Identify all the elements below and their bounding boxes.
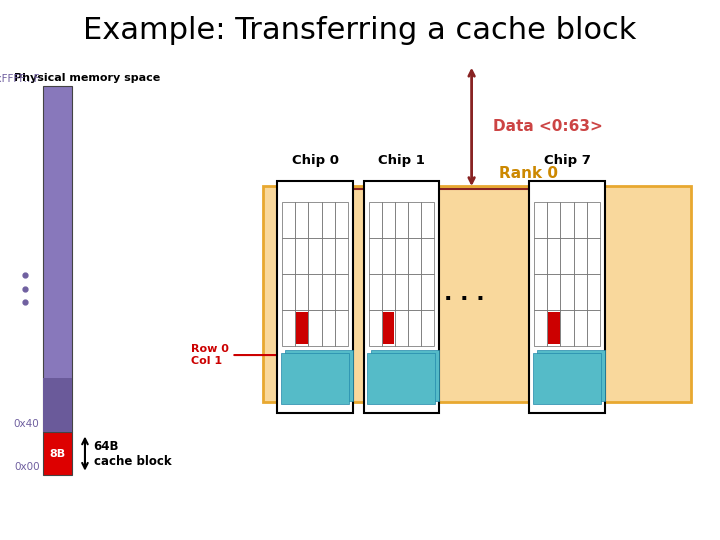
Bar <box>382 312 395 344</box>
Text: Rank 0: Rank 0 <box>499 166 558 181</box>
Bar <box>43 86 72 432</box>
Bar <box>296 312 308 344</box>
Bar <box>547 274 560 310</box>
Text: <8:15>: <8:15> <box>410 279 420 323</box>
Bar <box>295 274 308 310</box>
Bar <box>395 310 408 346</box>
Bar <box>587 238 600 274</box>
Bar <box>277 181 353 413</box>
Bar <box>536 350 605 401</box>
Text: <0:7>: <0:7> <box>324 283 334 319</box>
Text: 0x00: 0x00 <box>14 462 40 472</box>
Text: Chip 1: Chip 1 <box>378 154 425 167</box>
Bar <box>369 274 382 310</box>
Text: Chip 7: Chip 7 <box>544 154 590 167</box>
Bar <box>335 202 348 238</box>
Bar <box>308 202 322 238</box>
Bar <box>369 202 382 238</box>
Bar <box>574 238 587 274</box>
Bar <box>369 238 382 274</box>
Bar <box>421 274 434 310</box>
Bar <box>295 310 308 346</box>
Bar <box>560 274 574 310</box>
Text: Row 0
Col 1: Row 0 Col 1 <box>191 345 289 366</box>
Text: <56:63>: <56:63> <box>576 276 586 326</box>
Bar <box>382 238 395 274</box>
Bar <box>322 274 335 310</box>
Bar <box>308 274 322 310</box>
Bar <box>308 238 322 274</box>
Text: 0x40: 0x40 <box>14 419 40 429</box>
Text: . . .: . . . <box>444 284 485 305</box>
Bar <box>395 202 408 238</box>
Bar <box>587 202 600 238</box>
Bar <box>534 274 547 310</box>
Bar <box>547 202 560 238</box>
Bar <box>295 238 308 274</box>
Bar <box>43 432 72 475</box>
Bar <box>395 274 408 310</box>
Bar <box>282 274 295 310</box>
Bar <box>322 202 335 238</box>
Bar <box>367 353 436 404</box>
Bar <box>534 238 547 274</box>
Bar <box>281 353 349 404</box>
Bar <box>382 202 395 238</box>
Text: 8B: 8B <box>50 449 66 458</box>
Text: Example: Transferring a cache block: Example: Transferring a cache block <box>84 16 636 45</box>
Bar <box>43 377 72 432</box>
Bar <box>335 238 348 274</box>
Bar <box>547 238 560 274</box>
Bar <box>371 350 439 401</box>
Text: Physical memory space: Physical memory space <box>14 73 161 83</box>
Text: 0xFFFF...F: 0xFFFF...F <box>0 73 40 84</box>
Bar <box>587 274 600 310</box>
Bar <box>533 353 601 404</box>
Bar <box>364 181 439 413</box>
Bar <box>574 274 587 310</box>
Bar <box>408 238 421 274</box>
Bar <box>335 274 348 310</box>
Text: 64B
cache block: 64B cache block <box>94 440 171 468</box>
Bar <box>284 350 353 401</box>
Bar <box>282 202 295 238</box>
Bar <box>548 312 560 344</box>
Text: Chip 0: Chip 0 <box>292 154 338 167</box>
Bar <box>382 310 395 346</box>
Bar <box>408 274 421 310</box>
Text: Data <0:63>: Data <0:63> <box>493 119 603 134</box>
Bar <box>335 310 348 346</box>
Bar <box>421 202 434 238</box>
Bar <box>369 310 382 346</box>
Bar <box>408 202 421 238</box>
Bar <box>322 238 335 274</box>
Bar <box>322 310 335 346</box>
Bar <box>547 310 560 346</box>
Bar <box>308 310 322 346</box>
Bar <box>295 202 308 238</box>
Bar <box>534 310 547 346</box>
Bar <box>282 310 295 346</box>
Bar <box>574 202 587 238</box>
Bar <box>263 186 691 402</box>
Bar <box>529 181 605 413</box>
Bar <box>421 310 434 346</box>
Bar <box>560 310 574 346</box>
Bar <box>421 238 434 274</box>
Bar <box>395 238 408 274</box>
Bar <box>587 310 600 346</box>
Bar <box>408 310 421 346</box>
Bar <box>282 238 295 274</box>
Bar <box>382 274 395 310</box>
Bar <box>574 310 587 346</box>
Bar <box>534 202 547 238</box>
Bar <box>560 202 574 238</box>
Bar <box>560 238 574 274</box>
